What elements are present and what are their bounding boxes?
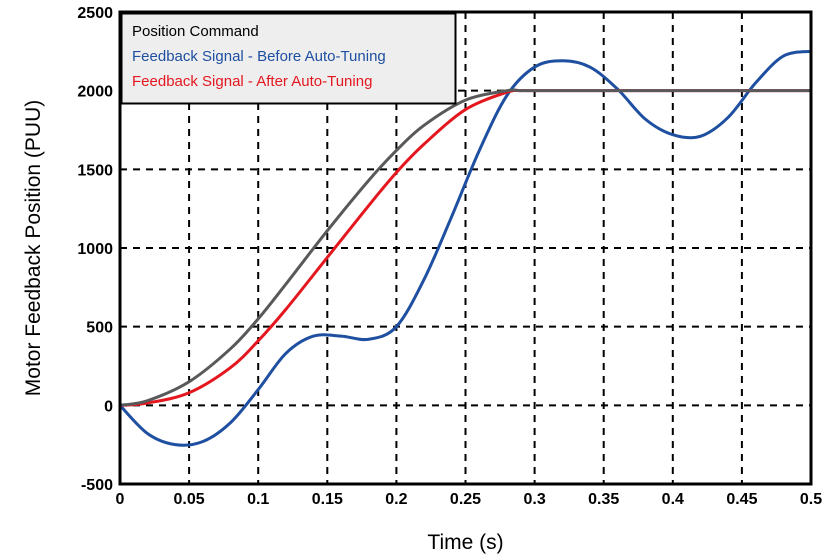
y-tick-labels: -500 0 500 1000 1500 2000 2500 (77, 5, 113, 494)
x-tick-label: 0.5 (800, 491, 822, 508)
y-tick-label: 500 (86, 320, 113, 337)
x-tick-label: 0.2 (385, 491, 407, 508)
series-line-before-auto-tuning (118, 49, 813, 447)
x-tick-labels: 0 0.05 0.1 0.15 0.2 0.25 0.3 0.35 0.4 0.45 0.5 (116, 491, 823, 508)
x-tick-label: 0.1 (247, 491, 269, 508)
plot-frame (118, 10, 813, 486)
y-tick-label: 0 (104, 398, 113, 415)
legend-entry: Feedback Signal - After Auto-Tuning (132, 73, 372, 90)
x-tick-label: 0.25 (450, 491, 481, 508)
y-tick-label: 2500 (77, 5, 113, 22)
y-tick-label: -500 (81, 477, 113, 494)
x-tick-label: 0.4 (662, 491, 684, 508)
x-tick-label: 0.05 (174, 491, 205, 508)
y-tick-label: 1000 (77, 241, 113, 258)
y-tick-label: 2000 (77, 84, 113, 101)
series-layer (118, 49, 813, 447)
series-line-position-command (118, 88, 813, 407)
x-tick-label: 0.35 (588, 491, 619, 508)
x-axis-title: Time (s) (427, 531, 503, 554)
legend-entry: Position Command (132, 23, 259, 40)
legend-box (120, 12, 457, 105)
legend-entry: Feedback Signal - Before Auto-Tuning (132, 48, 386, 65)
y-tick-label: 1500 (77, 162, 113, 179)
x-tick-label: 0.15 (312, 491, 343, 508)
legend: Position Command Feedback Signal - Before… (120, 12, 457, 105)
y-axis-title: Motor Feedback Position (PUU) (22, 100, 45, 396)
x-tick-label: 0 (116, 491, 125, 508)
x-tick-label: 0.45 (726, 491, 757, 508)
x-tick-label: 0.3 (523, 491, 545, 508)
